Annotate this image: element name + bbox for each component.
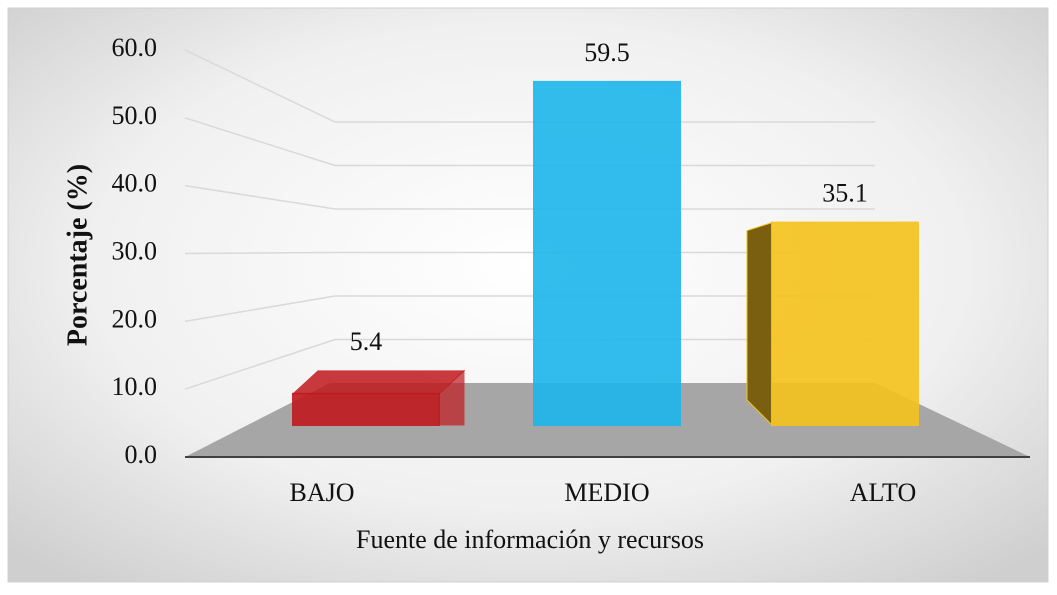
grid-line	[184, 251, 875, 255]
x-tick-label: BAJO	[289, 478, 354, 507]
x-tick-label: ALTO	[850, 478, 916, 507]
grid-line	[184, 295, 875, 323]
bar	[746, 221, 919, 427]
y-tick-label: 0.0	[125, 440, 158, 469]
bar-side	[746, 221, 773, 427]
y-tick-label: 50.0	[112, 101, 158, 130]
bar-front	[771, 221, 919, 426]
grid-line	[184, 117, 875, 167]
y-tick-label: 60.0	[112, 33, 158, 62]
y-axis-title: Porcentaje (%)	[62, 164, 93, 346]
value-label: 59.5	[584, 38, 630, 67]
bar-front	[292, 392, 440, 426]
y-tick-label: 20.0	[112, 304, 158, 333]
x-tick-label: MEDIO	[564, 478, 649, 507]
grid-line	[184, 338, 875, 390]
bar	[291, 369, 466, 426]
y-tick-label: 10.0	[112, 372, 158, 401]
bar-top	[291, 370, 466, 395]
value-label: 35.1	[822, 179, 868, 208]
x-axis-title: Fuente de información y recursos	[356, 525, 704, 554]
value-label: 5.4	[350, 327, 383, 356]
y-tick-label: 30.0	[112, 236, 158, 265]
bar	[533, 80, 681, 426]
bar-front	[533, 80, 681, 426]
grid-line	[184, 184, 875, 210]
y-tick-label: 40.0	[112, 169, 158, 198]
grid-line	[184, 49, 875, 123]
